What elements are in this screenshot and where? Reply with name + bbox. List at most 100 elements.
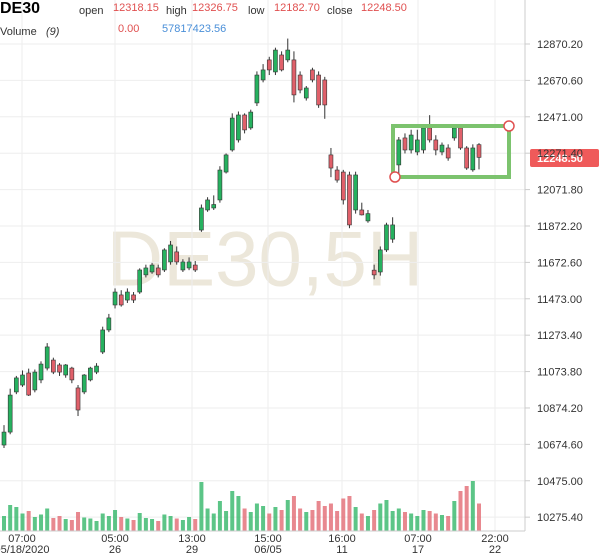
candle-body (174, 251, 180, 263)
handle[interactable] (389, 171, 401, 183)
candle-body (143, 267, 149, 276)
volume-bar (26, 511, 31, 531)
volume-bar (113, 510, 118, 531)
candle-body (408, 134, 414, 151)
candle-body (476, 144, 482, 158)
price-tag (530, 149, 599, 167)
candle-body (112, 291, 118, 306)
candle-body (390, 224, 395, 240)
volume-bar (82, 517, 87, 531)
candle-body (81, 374, 87, 393)
x-tick-date: 05/18/2020 (0, 544, 50, 556)
volume-bar (353, 507, 358, 531)
x-tick-date: 29 (186, 544, 198, 556)
candle-body (186, 261, 192, 269)
volume-bar (335, 511, 340, 531)
volume-bar (131, 520, 136, 531)
y-tick-label: 10475.00 (537, 476, 583, 488)
candle-body (445, 147, 451, 159)
candle-body (334, 169, 340, 181)
volume-bar (291, 496, 296, 531)
volume-bar (477, 503, 481, 531)
volume-bar (409, 513, 414, 531)
hd-label: open (79, 5, 103, 17)
volume-bar (421, 510, 426, 531)
volume-bar (279, 510, 284, 531)
candle-body (205, 199, 210, 211)
candle-body (26, 372, 31, 396)
candle-body (223, 154, 229, 173)
y-tick-label: 10275.40 (537, 512, 583, 524)
y-tick-label: 12071.80 (537, 185, 583, 197)
candle-body (192, 264, 198, 271)
candle-body (328, 154, 334, 169)
volume-bar (273, 507, 278, 531)
candle-body (347, 174, 352, 226)
y-tick-label: 12670.60 (537, 75, 583, 87)
volume-bar (39, 514, 44, 531)
volume-bar (427, 511, 432, 531)
volume-bar (143, 518, 148, 531)
price-tag-text: 12248.50 (537, 153, 583, 165)
x-tick-date: 06/05 (254, 544, 282, 556)
candle-body (137, 269, 143, 293)
candle-body (63, 364, 68, 376)
candle-body (94, 365, 99, 373)
candle-body (359, 209, 365, 216)
candle-body (415, 139, 420, 153)
candle-body (266, 59, 272, 71)
x-tick-time: 07:00 (8, 533, 36, 545)
volume-bar (347, 496, 352, 531)
volume-bar (88, 518, 93, 531)
candle-body (371, 269, 377, 276)
volume-bar (458, 491, 463, 531)
candle-body (377, 249, 383, 273)
x-tick-time: 16:00 (328, 533, 356, 545)
volume-bar (341, 498, 346, 531)
x-tick-date: 17 (412, 544, 424, 556)
hd-value: 12248.50 (361, 2, 407, 14)
candle-body (458, 127, 463, 149)
y-tick-label: 12271.40 (537, 148, 583, 160)
volume-bar (187, 517, 192, 531)
volume-bar (310, 510, 315, 531)
volume-bar (470, 481, 475, 531)
volume-bar (464, 486, 469, 531)
volume-bar (372, 510, 377, 531)
volume-bar (211, 513, 216, 531)
handle[interactable] (503, 120, 515, 132)
hd-label: high (166, 5, 187, 17)
volume-bar (298, 508, 303, 531)
candle-body (464, 147, 469, 169)
candle-body (1, 431, 7, 446)
volume-bar (261, 506, 266, 531)
y-tick-label: 12870.20 (537, 39, 583, 51)
candle-body (20, 374, 25, 386)
y-tick-label: 11273.40 (537, 330, 582, 342)
volume-bar (32, 517, 37, 531)
candle-body (155, 267, 161, 276)
candle-body (353, 174, 358, 211)
candle-body (340, 171, 346, 201)
volume-bar (322, 506, 327, 531)
x-tick-time: 15:00 (254, 533, 282, 545)
volume-bar (156, 521, 161, 531)
volume-bar (254, 503, 259, 531)
y-tick-label: 10874.20 (537, 403, 583, 415)
volume-bar (446, 516, 451, 531)
candle-body (51, 359, 56, 373)
volume-bar (236, 496, 241, 531)
volume-bar (433, 513, 438, 531)
candle-body (427, 127, 432, 141)
x-tick-time: 13:00 (178, 533, 206, 545)
volume-bar (217, 501, 222, 531)
volume-bar (14, 507, 19, 531)
volume-bar (137, 513, 142, 531)
vol-label: Volume (0, 26, 37, 38)
y-tick-label: 11672.60 (537, 257, 582, 269)
candle-body (57, 364, 62, 373)
candle-body (149, 264, 155, 273)
volume-bar (390, 511, 395, 531)
volume-bar (168, 516, 173, 531)
